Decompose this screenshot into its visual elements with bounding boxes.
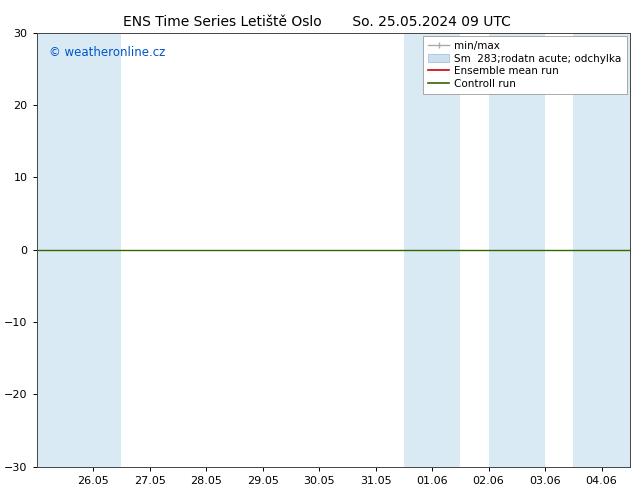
Legend: min/max, Sm  283;rodatn acute; odchylka, Ensemble mean run, Controll run: min/max, Sm 283;rodatn acute; odchylka, … — [423, 36, 626, 94]
Bar — [37, 33, 122, 467]
Bar — [489, 33, 545, 467]
Bar — [404, 33, 460, 467]
Text: ENS Time Series Letiště Oslo       So. 25.05.2024 09 UTC: ENS Time Series Letiště Oslo So. 25.05.2… — [123, 15, 511, 29]
Bar — [573, 33, 630, 467]
Text: © weatheronline.cz: © weatheronline.cz — [49, 46, 165, 59]
